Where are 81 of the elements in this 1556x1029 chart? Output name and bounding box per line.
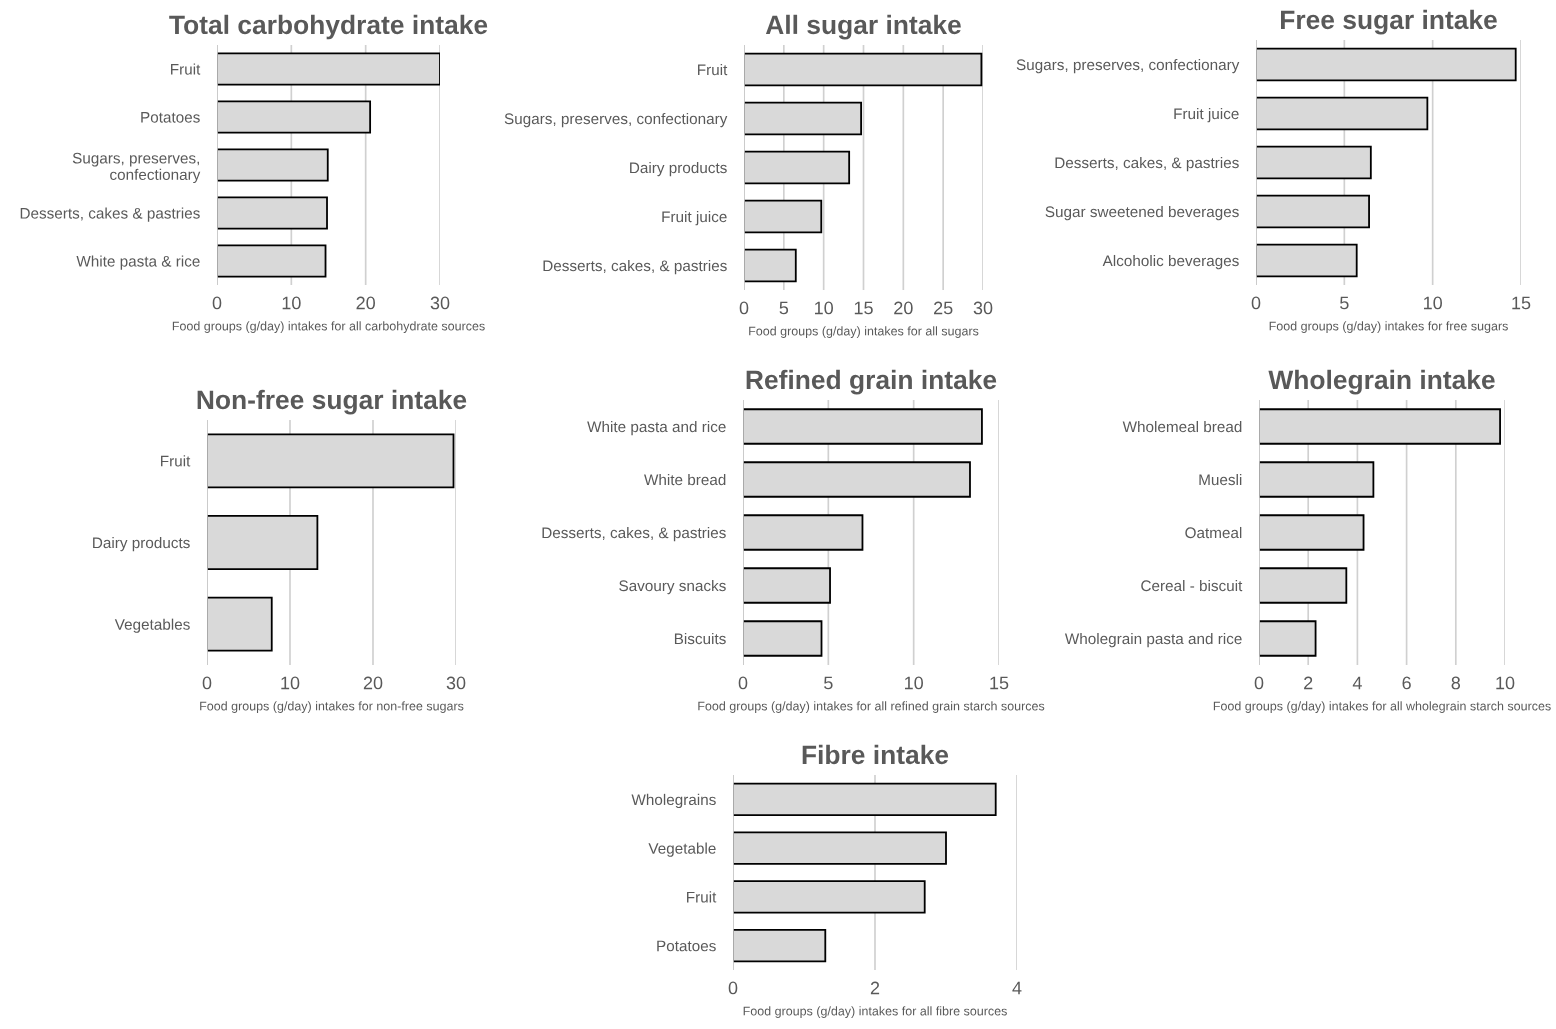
x-tick-label: 0	[738, 676, 748, 690]
x-tick-label: 10	[281, 676, 300, 690]
x-tick-label: 10	[1424, 296, 1442, 310]
y-tick-label: White pasta & rice	[76, 255, 200, 270]
y-tick-label: Dairy products	[93, 536, 190, 552]
x-tick-label: 5	[824, 676, 833, 690]
x-axis-title: Food groups (g/day) intakes for non-free sugars	[200, 701, 464, 713]
y-tick-label: Sugars, preserves, confectionary	[1016, 58, 1240, 74]
x-tick-label: 0	[1254, 676, 1264, 690]
y-tick-label: Fruit juice	[1174, 107, 1239, 123]
x-tick-label: 0	[739, 301, 749, 315]
y-tick-label: Cereal - biscuit	[1141, 579, 1243, 592]
x-axis-title: Food groups (g/day) intakes for all fibre sources	[743, 1006, 1007, 1018]
x-tick-label: 15	[990, 676, 1009, 690]
y-tick-label: Muesli	[1199, 473, 1242, 486]
x-tick-label: 30	[446, 676, 466, 690]
y-tick-label: Wholegrain pasta and rice	[1064, 632, 1242, 648]
x-tick-label: 2	[870, 981, 880, 995]
y-tick-label: Sugars, preserves, confectionary	[72, 152, 201, 184]
x-axis-title: Food groups (g/day) intakes for all carbohydrate sources	[172, 321, 485, 333]
y-tick-label: Wholegrains	[631, 793, 716, 809]
x-tick-label: 10	[815, 301, 833, 315]
x-tick-label: 8	[1451, 676, 1461, 690]
x-axis-title: Food groups (g/day) intakes for all wholegrain starch sources	[1213, 701, 1551, 713]
x-tick-label: 6	[1402, 676, 1411, 690]
x-tick-label: 25	[934, 301, 953, 315]
chart-title: All sugar intake	[765, 14, 961, 40]
chart-title: Total carbohydrate intake	[169, 14, 488, 40]
chart-title: Free sugar intake	[1281, 9, 1497, 35]
y-tick-label: Fruit	[698, 63, 728, 76]
x-tick-label: 0	[728, 981, 738, 995]
x-tick-label: 4	[1352, 676, 1362, 690]
y-tick-label: Fruit juice	[662, 210, 727, 226]
bar	[733, 928, 827, 963]
x-tick-label: 10	[905, 676, 923, 690]
y-tick-label: Sugar sweetened beverages	[1045, 205, 1239, 221]
x-axis-title: Food groups (g/day) intakes for all sugars	[749, 326, 979, 338]
x-tick-label: 4	[1012, 981, 1022, 995]
y-tick-label: Savoury snacks	[619, 579, 726, 595]
x-tick-label: 5	[779, 301, 789, 315]
x-tick-label: 2	[1304, 676, 1313, 690]
y-tick-label: Alcoholic beverages	[1102, 254, 1239, 270]
x-tick-label: 30	[430, 296, 450, 310]
y-tick-label: Sugars, preserves, confectionary	[504, 112, 728, 128]
y-tick-label: Wholemeal bread	[1122, 420, 1242, 433]
x-tick-label: 10	[282, 296, 301, 310]
y-tick-label: Oatmeal	[1185, 526, 1242, 539]
x-tick-label: 10	[1496, 676, 1515, 690]
y-tick-label: Potatoes	[141, 112, 200, 123]
x-tick-label: 15	[854, 301, 873, 315]
chart-title: Fibre intake	[802, 744, 949, 765]
x-tick-label: 5	[1340, 296, 1349, 310]
bar	[207, 596, 273, 652]
y-tick-label: Fruit	[161, 455, 191, 467]
chart-title: Wholegrain intake	[1268, 369, 1495, 395]
x-tick-label: 20	[356, 296, 375, 310]
y-tick-label: White bread	[644, 473, 726, 486]
x-axis-title: Food groups (g/day) intakes for free sugars	[1269, 321, 1508, 333]
y-tick-label: Desserts, cakes, & pastries	[1055, 156, 1239, 172]
y-tick-label: Fruit	[171, 63, 201, 75]
y-tick-label: Vegetables	[114, 618, 190, 633]
x-tick-label: 0	[202, 676, 212, 690]
y-tick-label: Desserts, cakes & pastries	[20, 207, 200, 222]
y-tick-label: Fruit	[687, 891, 717, 903]
x-tick-label: 20	[363, 676, 383, 690]
y-tick-label: Desserts, cakes, & pastries	[542, 526, 726, 542]
x-tick-label: 0	[1251, 296, 1261, 310]
y-tick-label: Dairy products	[630, 161, 727, 177]
y-tick-label: Potatoes	[657, 940, 716, 952]
x-tick-label: 15	[1512, 296, 1531, 310]
x-tick-label: 0	[212, 296, 222, 310]
y-tick-label: Vegetable	[648, 842, 716, 857]
x-axis-title: Food groups (g/day) intakes for all refined grain starch sources	[698, 701, 1045, 713]
y-tick-label: Biscuits	[674, 632, 726, 645]
y-tick-label: Desserts, cakes, & pastries	[543, 259, 727, 275]
chart-title: Refined grain intake	[746, 369, 997, 395]
x-tick-label: 20	[894, 301, 913, 315]
chart-title: Non-free sugar intake	[197, 389, 467, 415]
bar	[743, 620, 823, 657]
y-tick-label: White pasta and rice	[587, 420, 726, 436]
x-tick-label: 30	[973, 301, 993, 315]
